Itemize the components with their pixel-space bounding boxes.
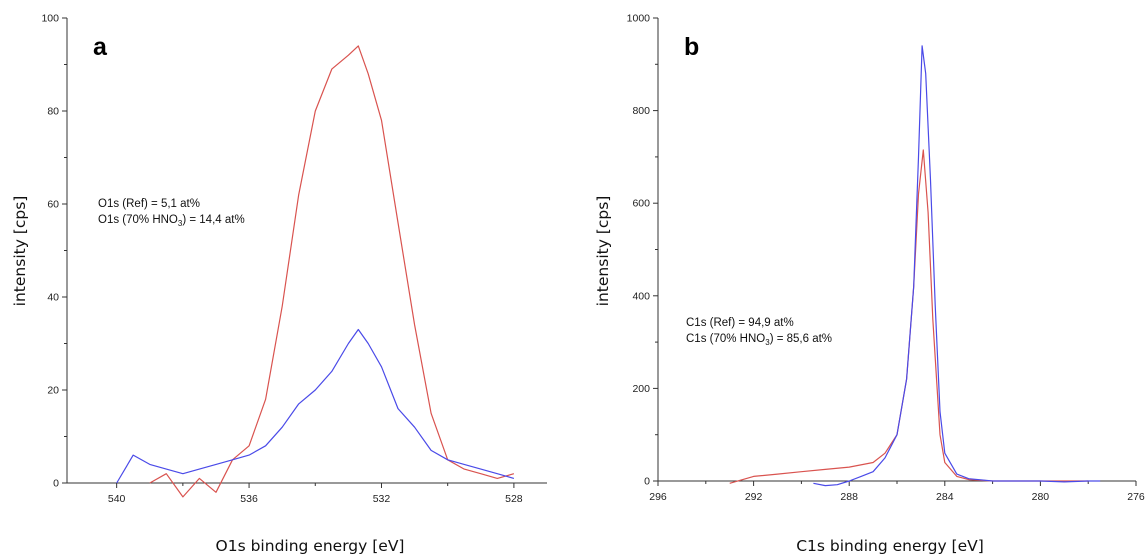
- panel-b-series-1-line: [813, 45, 1101, 487]
- panel-b-letter: b: [684, 33, 699, 61]
- panel-a-annotation-hno3: O1s (70% HNO3) = 14,4 at%: [98, 214, 245, 228]
- panel-a-x-axis-label: O1s binding energy [eV]: [216, 537, 405, 555]
- panel-b-annotation-ref: C1s (Ref) = 94,9 at%: [686, 317, 794, 329]
- panel-a-series-1-line: [116, 328, 515, 484]
- panel-b-y-axis-label: intensity [cps]: [594, 196, 612, 307]
- panel-a-x-tick-label: 536: [240, 493, 258, 505]
- panel-a-series-0-line: [149, 45, 515, 498]
- panel-b-x-tick-label: 296: [649, 491, 667, 503]
- panel-b-y-tick-label: 200: [632, 383, 650, 395]
- panel-a: a O1s (Ref) = 5,1 at% O1s (70% HNO3) = 1…: [11, 13, 547, 555]
- panel-a-y-tick-label: 80: [47, 106, 59, 118]
- panel-b-x-tick-label: 280: [1032, 491, 1050, 503]
- panel-b: b C1s (Ref) = 94,9 at% C1s (70% HNO3) = …: [594, 13, 1145, 556]
- panel-a-y-tick-label: 60: [47, 199, 59, 211]
- panel-a-y-axis-label: intensity [cps]: [11, 196, 29, 307]
- panel-b-y-tick-label: 800: [632, 105, 650, 117]
- panel-a-y-tick-label: 40: [47, 292, 59, 304]
- panel-b-x-tick-label: 288: [840, 491, 858, 503]
- panel-b-x-tick-label: 276: [1127, 491, 1145, 503]
- panel-a-annotation-ref: O1s (Ref) = 5,1 at%: [98, 198, 200, 210]
- panel-b-y-tick-label: 400: [632, 290, 650, 302]
- panel-b-y-tick-label: 1000: [627, 13, 651, 25]
- panel-b-axes: 0 200 400 600 800 1000 296 292 288 284 280 276: [627, 13, 1145, 504]
- panel-b-y-tick-label: 600: [632, 198, 650, 210]
- panel-a-y-tick-label: 0: [53, 478, 59, 490]
- panel-a-y-tick-label: 100: [41, 13, 59, 25]
- panel-a-x-tick-label: 540: [108, 493, 126, 505]
- panel-b-x-tick-label: 292: [745, 491, 763, 503]
- panel-a-y-tick-label: 20: [47, 385, 59, 397]
- panel-a-axes: 0 20 40 60 80 100 540 536 532 528: [41, 13, 547, 505]
- panel-a-x-tick-label: 528: [505, 493, 523, 505]
- panel-a-x-tick-label: 532: [373, 493, 391, 505]
- panel-b-x-tick-label: 284: [936, 491, 954, 503]
- panel-b-x-axis-label: C1s binding energy [eV]: [796, 537, 984, 555]
- panel-b-y-tick-label: 0: [644, 476, 650, 488]
- panel-a-letter: a: [93, 33, 108, 61]
- panel-b-annotation-hno3: C1s (70% HNO3) = 85,6 at%: [686, 333, 832, 347]
